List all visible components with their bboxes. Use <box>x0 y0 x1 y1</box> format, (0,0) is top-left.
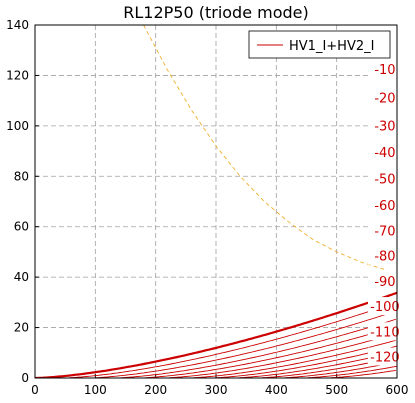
tick-label-y: 0 <box>21 371 29 385</box>
tick-label-x: 500 <box>325 383 348 397</box>
curve-label: -100 <box>370 300 400 315</box>
tick-label-x: 100 <box>84 383 107 397</box>
curves <box>35 25 397 378</box>
curve-label: -110 <box>370 325 400 340</box>
chart-title: RL12P50 (triode mode) <box>123 3 309 22</box>
curve-label-bg <box>367 143 402 162</box>
curve-label: -10 <box>374 63 395 78</box>
curve-label-bg <box>367 116 402 135</box>
curve-label-bg <box>367 169 402 188</box>
curve-label: -120 <box>370 351 400 366</box>
curve-label-bg <box>367 297 402 316</box>
curve-label-bg <box>367 196 402 215</box>
tick-label-y: 120 <box>6 68 29 82</box>
plot-frame <box>34 24 398 379</box>
curve--30 <box>113 318 396 378</box>
legend-entry: HV1_I+HV2_I <box>289 39 374 54</box>
curve-label: -20 <box>374 92 395 107</box>
curve-label-bg <box>367 347 402 366</box>
curve--50 <box>161 333 396 378</box>
tick-label-y: 20 <box>14 321 29 335</box>
tick-label-x: 200 <box>144 383 167 397</box>
load-line <box>143 25 386 271</box>
curve-label-bg <box>367 322 402 341</box>
curve-label: -30 <box>374 120 395 135</box>
tick-label-y: 140 <box>6 18 29 32</box>
tick-label-y: 80 <box>14 169 29 183</box>
grid <box>35 25 397 378</box>
curve--20 <box>88 310 397 378</box>
curve--100 <box>277 361 396 378</box>
curve--110 <box>300 365 397 378</box>
tick-label-y: 60 <box>14 220 29 234</box>
curve-0 <box>35 291 397 378</box>
legend: HV1_I+HV2_I <box>248 30 391 59</box>
curve--120 <box>323 369 396 378</box>
curve-label: -50 <box>374 173 395 188</box>
curve-label: -60 <box>374 199 395 214</box>
curve--10 <box>62 302 396 378</box>
curve--60 <box>185 339 396 378</box>
curve-label: -90 <box>374 275 395 290</box>
curve-labels: -10 -20 -30 -40 -50 -60 -70 -80 -90 -100 -110 -120 <box>367 60 402 366</box>
curve-label: -80 <box>374 250 395 265</box>
curve-label-bg <box>367 271 402 290</box>
tick-label-x: 600 <box>386 383 409 397</box>
tick-label-y: 40 <box>14 270 29 284</box>
tick-label-x: 300 <box>205 383 228 397</box>
curve-label: -40 <box>374 146 395 161</box>
curve--70 <box>208 345 397 378</box>
curve-label-bg <box>367 246 402 265</box>
curve-label-bg <box>367 88 402 107</box>
curve-label: -70 <box>374 224 395 239</box>
curve--40 <box>137 326 396 378</box>
axis-ticks: 0 100 200 300 400 500 600 0 20 40 60 80 100 120 140 <box>6 18 408 397</box>
tick-label-x: 400 <box>265 383 288 397</box>
curve-label-bg <box>367 221 402 240</box>
tick-label-y: 100 <box>6 119 29 133</box>
curve-label-bg <box>367 60 402 79</box>
tick-label-x: 0 <box>31 383 39 397</box>
